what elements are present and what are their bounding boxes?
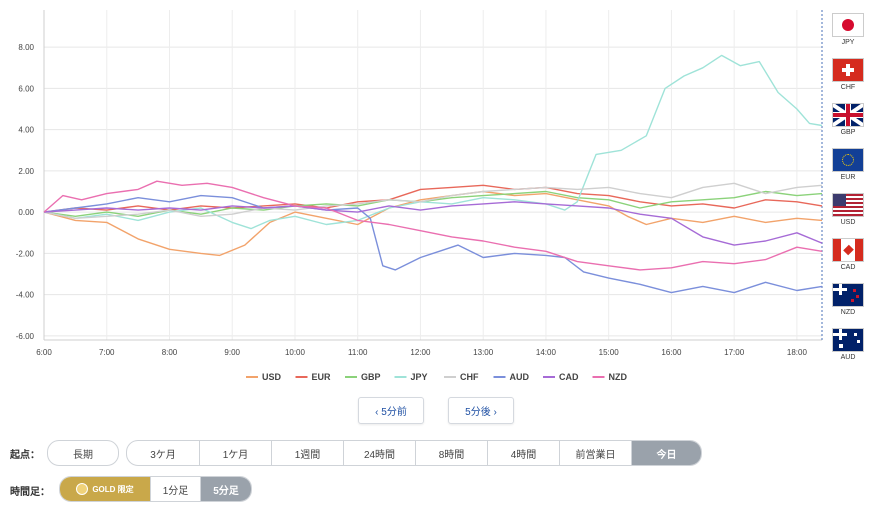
- gold-coin-icon: [76, 483, 89, 495]
- series-line-aud: [43, 194, 823, 294]
- next-5min-button[interactable]: 5分後 ›: [448, 397, 514, 424]
- flag-aud[interactable]: AUD: [828, 328, 868, 361]
- y-tick-label: -2.00: [16, 249, 35, 258]
- usd-flag-icon: [832, 193, 864, 217]
- y-tick-label: -6.00: [16, 332, 35, 341]
- series-line-cad: [43, 201, 823, 246]
- y-tick-label: -4.00: [16, 291, 35, 300]
- series-line-nzd: [43, 180, 823, 271]
- chf-flag-icon: [832, 58, 864, 82]
- y-tick-label: 8.00: [18, 43, 34, 52]
- flag-label: USD: [840, 219, 856, 226]
- timeframe-selector: GOLD 限定 1分足 5分足: [59, 476, 252, 502]
- legend-label-chf: CHF: [460, 372, 479, 382]
- x-tick-label: 6:00: [36, 348, 52, 357]
- eur-flag-icon: [832, 148, 864, 172]
- legend-label-cad: CAD: [559, 372, 579, 382]
- flag-label: EUR: [840, 174, 856, 181]
- flag-nzd[interactable]: NZD: [828, 283, 868, 316]
- x-tick-label: 13:00: [473, 348, 494, 357]
- x-tick-label: 10:00: [285, 348, 306, 357]
- start-option-5[interactable]: 4時間: [487, 441, 559, 465]
- legend-label-jpy: JPY: [411, 372, 428, 382]
- series-line-chf: [43, 182, 823, 220]
- flag-label: CAD: [840, 264, 856, 271]
- x-tick-label: 15:00: [599, 348, 620, 357]
- flag-eur[interactable]: EUR: [828, 148, 868, 181]
- x-tick-label: 7:00: [99, 348, 115, 357]
- series-line-usd: [43, 190, 823, 257]
- y-tick-label: 2.00: [18, 167, 34, 176]
- flag-gbp[interactable]: GBP: [828, 103, 868, 136]
- start-option-6[interactable]: 前営業日: [559, 441, 631, 465]
- jpy-flag-icon: [832, 13, 864, 37]
- cad-flag-icon: [832, 238, 864, 262]
- nzd-flag-icon: [832, 283, 864, 307]
- start-long-button[interactable]: 長期: [47, 440, 119, 466]
- start-option-3[interactable]: 24時間: [343, 441, 415, 465]
- series-line-eur: [43, 184, 823, 213]
- start-option-1[interactable]: 1ケ月: [199, 441, 271, 465]
- gold-label: GOLD 限定: [92, 484, 134, 494]
- gold-limited-badge: GOLD 限定: [60, 477, 150, 501]
- prev-5min-button[interactable]: ‹ 5分前: [358, 397, 424, 424]
- y-tick-label: 4.00: [18, 126, 34, 135]
- aud-flag-icon: [832, 328, 864, 352]
- flag-label: CHF: [840, 84, 856, 91]
- x-tick-label: 9:00: [224, 348, 240, 357]
- legend-label-aud: AUD: [510, 372, 530, 382]
- x-tick-label: 8:00: [162, 348, 178, 357]
- legend-label-gbp: GBP: [361, 372, 381, 382]
- x-tick-label: 12:00: [410, 348, 431, 357]
- legend-label-nzd: NZD: [609, 372, 628, 382]
- flag-jpy[interactable]: JPY: [828, 13, 868, 46]
- y-tick-label: 6.00: [18, 84, 34, 93]
- flag-label: NZD: [840, 309, 856, 316]
- timeframe-option-0[interactable]: 1分足: [150, 477, 200, 501]
- flag-label: AUD: [840, 354, 856, 361]
- start-option-2[interactable]: 1週間: [271, 441, 343, 465]
- x-tick-label: 14:00: [536, 348, 557, 357]
- start-point-selector: 3ケ月 1ケ月 1週間 24時間 8時間 4時間 前営業日 今日: [126, 440, 702, 466]
- flag-label: GBP: [840, 129, 856, 136]
- start-option-4[interactable]: 8時間: [415, 441, 487, 465]
- flag-usd[interactable]: USD: [828, 193, 868, 226]
- legend-label-eur: EUR: [312, 372, 332, 382]
- gbp-flag-icon: [832, 103, 864, 127]
- x-tick-label: 11:00: [348, 348, 368, 357]
- flag-label: JPY: [841, 39, 855, 46]
- legend-label-usd: USD: [262, 372, 282, 382]
- timeframe-option-1[interactable]: 5分足: [200, 477, 251, 501]
- flag-chf[interactable]: CHF: [828, 58, 868, 91]
- x-tick-label: 18:00: [787, 348, 808, 357]
- x-tick-label: 16:00: [661, 348, 682, 357]
- flag-cad[interactable]: CAD: [828, 238, 868, 271]
- start-option-0[interactable]: 3ケ月: [150, 449, 176, 461]
- series-line-jpy: [43, 54, 823, 230]
- y-tick-label: 0.00: [18, 208, 34, 217]
- start-option-7[interactable]: 今日: [631, 441, 701, 465]
- x-tick-label: 17:00: [724, 348, 745, 357]
- timeframe-label: 時間足：: [10, 487, 50, 498]
- start-point-label: 起点：: [10, 450, 40, 461]
